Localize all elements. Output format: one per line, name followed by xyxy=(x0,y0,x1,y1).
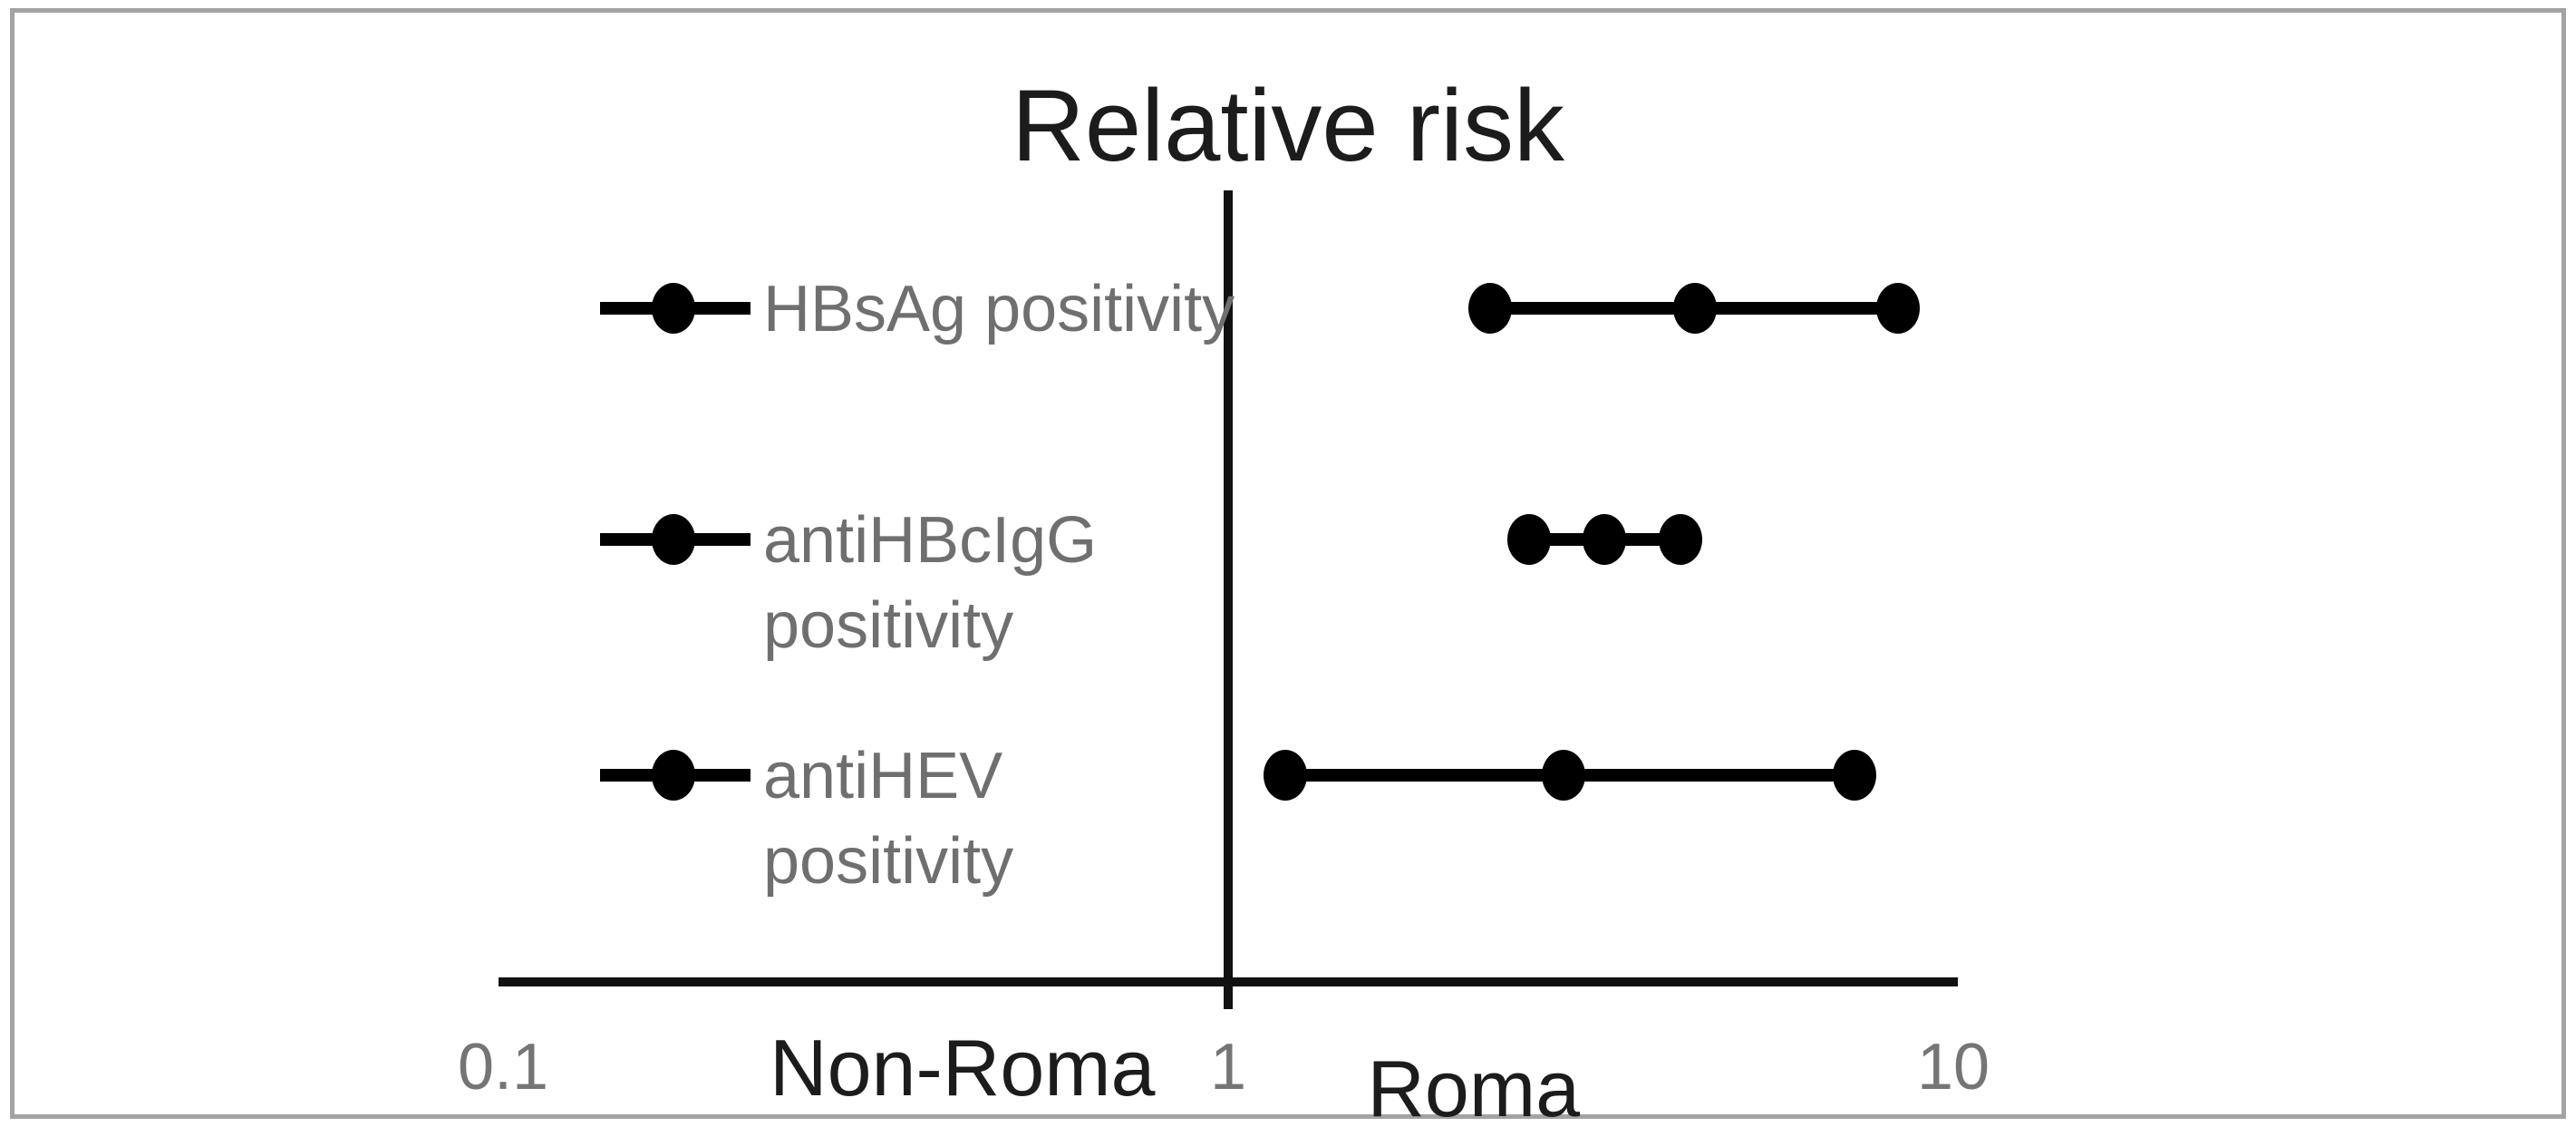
series-label-line: positivity xyxy=(763,825,1014,898)
direction-label-roma: Roma xyxy=(1367,1044,1581,1127)
direction-label-non-roma: Non-Roma xyxy=(770,1023,1156,1112)
point-estimate-dot xyxy=(1672,283,1717,334)
reference-line-x1 xyxy=(1224,190,1233,1009)
ci-low-dot xyxy=(1506,514,1551,565)
series-label-line: antiHEV xyxy=(763,740,1003,812)
legend-marker-dot xyxy=(652,514,695,565)
x-tick-label-0.1: 0.1 xyxy=(457,1031,549,1103)
point-estimate-dot xyxy=(1582,514,1626,565)
ci-high-dot xyxy=(1658,514,1702,565)
ci-high-dot xyxy=(1832,750,1876,801)
legend-marker-dot xyxy=(652,750,695,801)
series-label-line: antiHBcIgG xyxy=(763,504,1098,577)
ci-low-dot xyxy=(1468,283,1513,334)
legend-marker-dot xyxy=(652,283,695,334)
x-tick-label-1: 1 xyxy=(1209,1031,1247,1103)
series-label-line: HBsAg positivity xyxy=(763,273,1235,345)
x-tick-label-10: 10 xyxy=(1916,1031,1990,1103)
ci-high-dot xyxy=(1876,283,1921,334)
chart-title: Relative risk xyxy=(1012,69,1564,182)
series-label: antiHEV positivity xyxy=(763,734,1013,904)
ci-low-dot xyxy=(1264,750,1308,801)
series-label-line: positivity xyxy=(763,589,1014,662)
x-axis-line xyxy=(499,977,1958,986)
point-estimate-dot xyxy=(1541,750,1585,801)
series-label: antiHBcIgG positivity xyxy=(763,498,1097,668)
series-label: HBsAg positivity xyxy=(763,267,1235,352)
